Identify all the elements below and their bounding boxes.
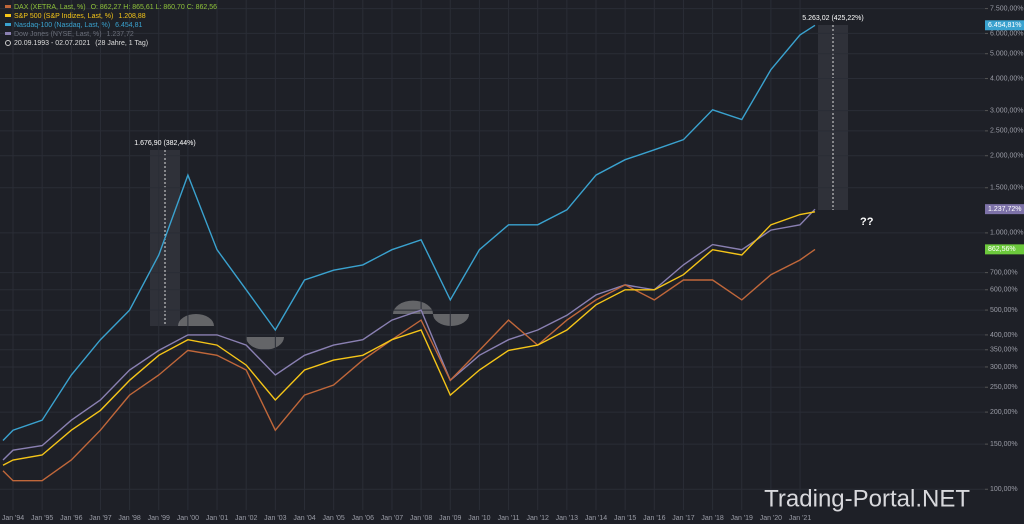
series-line	[2, 248, 816, 482]
y-tick-label: 350,00%	[990, 347, 1018, 354]
x-tick-label: Jan '19	[731, 515, 753, 522]
period-note: (28 Jahre, 1 Tag)	[95, 40, 148, 47]
period: 20.09.1993 - 02.07.2021 (28 Jahre, 1 Tag)	[14, 40, 148, 47]
legend-value: 1.208,88	[118, 13, 145, 20]
x-tick-label: Jan '08	[410, 515, 432, 522]
legend-entry: S&P 500 (S&P Indizes, Last, %) 1.208,88	[14, 13, 146, 20]
x-tick-label: Jan '94	[2, 515, 24, 522]
grid	[0, 0, 985, 510]
y-tick-label: 1.500,00%	[990, 185, 1023, 192]
x-tick-label: Jan '03	[264, 515, 286, 522]
legend-swatch	[5, 14, 11, 17]
y-tick-label: 7.500,00%	[990, 5, 1023, 12]
period-range: 20.09.1993 - 02.07.2021	[14, 40, 90, 47]
watermark: Trading-Portal.NET	[764, 485, 970, 512]
series-line	[2, 211, 816, 466]
x-tick-label: Jan '13	[556, 515, 578, 522]
legend-swatch	[5, 5, 11, 8]
x-tick-label: Jan '02	[235, 515, 257, 522]
x-tick-label: Jan '10	[468, 515, 490, 522]
x-tick-label: Jan '15	[614, 515, 636, 522]
y-tick-label: 100,00%	[990, 486, 1018, 493]
x-tick-label: Jan '21	[789, 515, 811, 522]
y-tick-label: 3.000,00%	[990, 107, 1023, 114]
legend-entry: DAX (XETRA, Last, %) O: 862,27 H: 865,61 …	[14, 4, 217, 11]
y-tick-label: 4.000,00%	[990, 75, 1023, 82]
y-tick-label: 400,00%	[990, 332, 1018, 339]
arc-marker	[433, 314, 469, 326]
x-tick-label: Jan '18	[701, 515, 723, 522]
legend-value: 6.454,81	[115, 22, 142, 29]
x-tick-label: Jan '20	[760, 515, 782, 522]
value-badge-label: 1.237,72%	[988, 206, 1021, 213]
y-tick-label: 700,00%	[990, 269, 1018, 276]
legend-name: Nasdaq-100 (Nasdaq, Last, %)	[14, 22, 110, 29]
x-tick-label: Jan '98	[118, 515, 140, 522]
annotation: ??	[860, 216, 874, 228]
y-tick-label: 6.000,00%	[990, 30, 1023, 37]
value-badge-label: 862,56%	[988, 246, 1016, 253]
y-tick-label: 300,00%	[990, 364, 1018, 371]
legend-entry: Dow Jones (NYSE, Last, %) 1.237,72	[14, 31, 134, 38]
annotation: 5.263,02 (425,22%)	[802, 15, 864, 22]
y-tick-label: 600,00%	[990, 287, 1018, 294]
x-tick-label: Jan '99	[148, 515, 170, 522]
y-tick-label: 150,00%	[990, 441, 1018, 448]
legend-value: 1.237,72	[107, 31, 134, 38]
value-badge	[985, 244, 1024, 255]
arc-marker	[393, 300, 433, 314]
x-tick-label: Jan '07	[381, 515, 403, 522]
arc-marker	[178, 314, 214, 326]
legend-entry: Nasdaq-100 (Nasdaq, Last, %) 6.454,81	[14, 22, 142, 29]
legend-swatch	[5, 23, 11, 26]
x-tick-label: Jan '09	[439, 515, 461, 522]
legend-swatch	[5, 32, 11, 35]
x-tick-label: Jan '01	[206, 515, 228, 522]
value-badge	[985, 20, 1024, 31]
x-tick-label: Jan '04	[293, 515, 315, 522]
x-tick-label: Jan '12	[527, 515, 549, 522]
x-tick-label: Jan '11	[498, 515, 520, 522]
x-tick-label: Jan '17	[672, 515, 694, 522]
x-tick-label: Jan '06	[352, 515, 374, 522]
y-tick-label: 200,00%	[990, 409, 1018, 416]
x-tick-label: Jan '95	[31, 515, 53, 522]
y-tick-label: 2.500,00%	[990, 128, 1023, 135]
y-tick-label: 250,00%	[990, 384, 1018, 391]
x-tick-label: Jan '97	[89, 515, 111, 522]
series-line	[2, 24, 816, 441]
annotation: 1.676,90 (382,44%)	[134, 140, 196, 147]
arc-marker	[246, 337, 284, 350]
legend-name: DAX (XETRA, Last, %)	[14, 4, 86, 11]
x-tick-label: Jan '05	[322, 515, 344, 522]
x-tick-label: Jan '00	[177, 515, 199, 522]
series-line	[2, 208, 816, 461]
value-badge	[985, 204, 1024, 215]
legend-name: S&P 500 (S&P Indizes, Last, %)	[14, 13, 113, 20]
x-tick-label: Jan '16	[643, 515, 665, 522]
y-tick-label: 5.000,00%	[990, 51, 1023, 58]
y-tick-label: 2.000,00%	[990, 153, 1023, 160]
y-tick-label: 1.000,00%	[990, 230, 1023, 237]
x-tick-label: Jan '14	[585, 515, 607, 522]
legend-name: Dow Jones (NYSE, Last, %)	[14, 31, 102, 38]
clock-icon	[5, 40, 11, 46]
value-badge-label: 6.454,81%	[988, 22, 1021, 29]
x-tick-label: Jan '96	[60, 515, 82, 522]
legend-value: O: 862,27 H: 865,61 L: 860,70 C: 862,56	[91, 4, 218, 11]
y-tick-label: 500,00%	[990, 307, 1018, 314]
